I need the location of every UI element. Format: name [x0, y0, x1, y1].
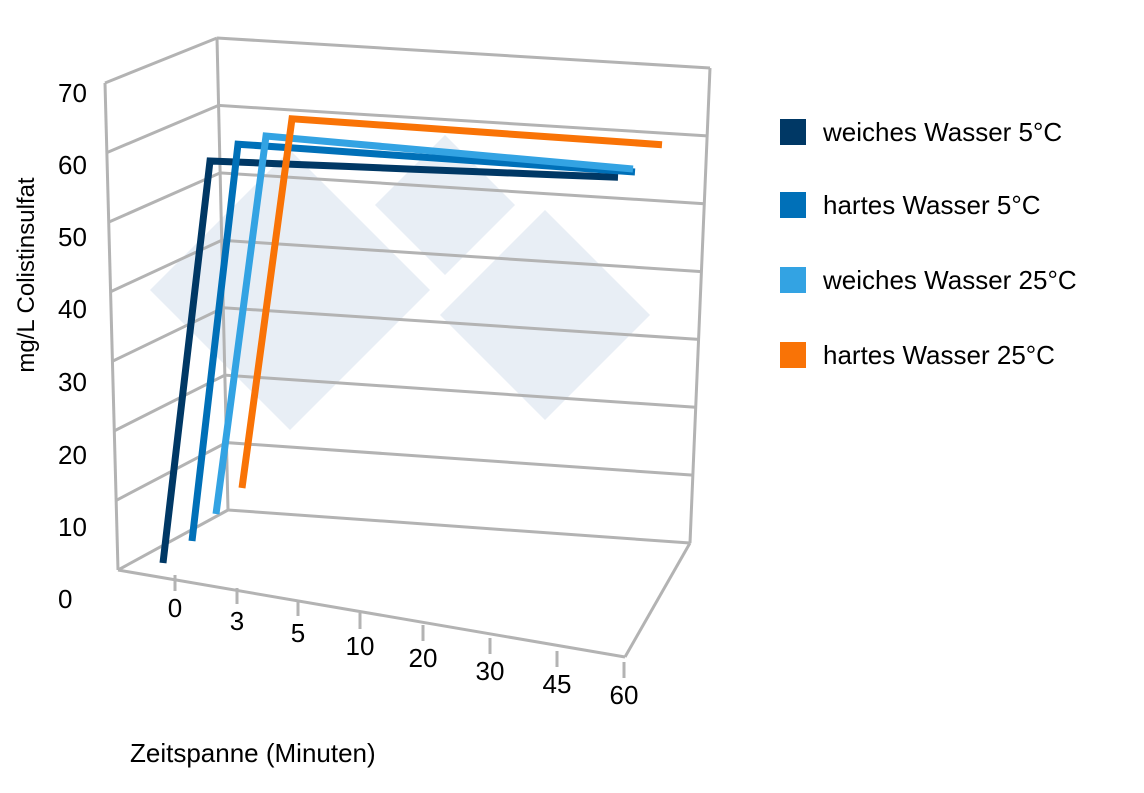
gridline-30: [111, 306, 699, 363]
legend-swatch: [780, 267, 806, 293]
legend-swatch: [780, 119, 806, 145]
chart-frame: [103, 36, 712, 659]
series-line-2: [212, 132, 634, 515]
y-tick-label: 30: [58, 367, 87, 397]
gridline-40: [109, 238, 702, 294]
series-line-1: [188, 140, 636, 542]
gridline-60: [106, 103, 708, 154]
x-tick-label: 20: [409, 643, 438, 673]
y-axis-label: mg/L Colistinsulfat: [13, 177, 40, 373]
frame-edge-8: [227, 508, 691, 545]
legend-label: weiches Wasser 5°C: [822, 117, 1062, 147]
legend-label: hartes Wasser 5°C: [823, 190, 1041, 220]
gridline-50: [108, 171, 705, 224]
x-tick-label: 45: [543, 669, 572, 699]
series-line-0: [159, 157, 619, 564]
series-layer: [159, 115, 663, 564]
y-tick-label: 40: [58, 294, 87, 324]
frame-edge-4: [688, 67, 712, 544]
x-tick-label: 3: [230, 606, 244, 636]
gridline-20: [113, 373, 696, 433]
x-tick-label: 5: [291, 618, 305, 648]
y-tick-label: 70: [58, 78, 87, 108]
x-tick-label: 30: [476, 656, 505, 686]
frame-edge-3: [216, 36, 711, 70]
y-axis-ticks: 0 10 20 30 40 50 60 70: [58, 78, 87, 614]
x-tick-label: 0: [168, 593, 182, 623]
legend: weiches Wasser 5°C hartes Wasser 5°C weich…: [780, 117, 1077, 370]
frame-edge-7: [117, 508, 229, 572]
y-tick-label: 0: [58, 584, 72, 614]
frame-edge-0: [103, 82, 120, 571]
x-tick-label: 60: [610, 680, 639, 710]
frame-edge-6: [623, 542, 692, 658]
legend-label: weiches Wasser 25°C: [822, 265, 1077, 295]
y-tick-label: 20: [58, 440, 87, 470]
x-tick-label: 10: [346, 631, 375, 661]
watermark-diamond: [440, 210, 650, 420]
y-tick-label: 60: [58, 150, 87, 180]
x-axis-ticks: 0 3 5 10 20 30 45 60: [168, 575, 639, 710]
y-tick-label: 10: [58, 512, 87, 542]
series-line-3: [238, 115, 663, 489]
legend-label: hartes Wasser 25°C: [823, 340, 1055, 370]
frame-edge-1: [104, 36, 218, 85]
legend-swatch: [780, 192, 806, 218]
legend-swatch: [780, 342, 806, 368]
y-tick-label: 50: [58, 222, 87, 252]
x-axis-label: Zeitspanne (Minuten): [130, 738, 376, 768]
frame-edge-5: [117, 568, 626, 659]
